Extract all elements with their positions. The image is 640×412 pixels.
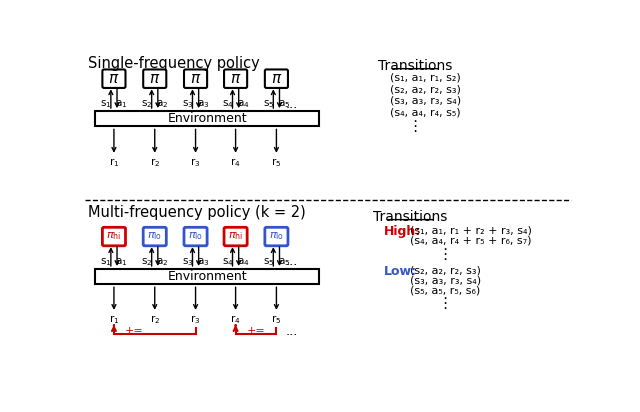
Text: s$_5$: s$_5$	[263, 256, 275, 268]
Text: s$_5$: s$_5$	[263, 98, 275, 110]
FancyBboxPatch shape	[224, 227, 247, 246]
Text: Environment: Environment	[167, 112, 247, 125]
FancyBboxPatch shape	[265, 70, 288, 88]
Bar	[95, 269, 319, 284]
Text: r$_4$: r$_4$	[230, 156, 241, 169]
Text: (s₁, a₁, r₁, s₂): (s₁, a₁, r₁, s₂)	[390, 73, 460, 82]
Text: a$_5$: a$_5$	[278, 256, 291, 268]
Text: Environment: Environment	[167, 270, 247, 283]
Text: Transitions: Transitions	[378, 59, 452, 73]
Text: Transitions: Transitions	[373, 210, 447, 224]
Text: a$_3$: a$_3$	[197, 98, 209, 110]
FancyBboxPatch shape	[143, 70, 166, 88]
Text: (s₅, a₅, r₅, s₆): (s₅, a₅, r₅, s₆)	[410, 285, 480, 295]
Text: a$_2$: a$_2$	[156, 256, 168, 268]
FancyBboxPatch shape	[102, 70, 125, 88]
Text: s$_2$: s$_2$	[141, 98, 153, 110]
Text: ⋮: ⋮	[408, 119, 422, 134]
Text: ...: ...	[285, 255, 298, 269]
Text: s$_4$: s$_4$	[222, 98, 234, 110]
Text: s$_3$: s$_3$	[182, 98, 194, 110]
Text: r$_2$: r$_2$	[150, 313, 160, 326]
Text: s$_3$: s$_3$	[182, 256, 194, 268]
Text: (s₄, a₄, r₄, s₅): (s₄, a₄, r₄, s₅)	[390, 107, 460, 117]
Text: r$_3$: r$_3$	[190, 313, 201, 326]
Text: r$_3$: r$_3$	[190, 156, 201, 169]
Text: r$_1$: r$_1$	[109, 156, 119, 169]
Text: $\pi$: $\pi$	[271, 71, 282, 86]
FancyBboxPatch shape	[184, 227, 207, 246]
Text: Low:: Low:	[383, 265, 417, 278]
Text: a$_4$: a$_4$	[237, 256, 250, 268]
Text: r$_5$: r$_5$	[271, 156, 282, 169]
Text: ⋮: ⋮	[437, 246, 452, 262]
Text: +=: +=	[125, 326, 144, 336]
Text: $\pi_{\mathsf{lo}}$: $\pi_{\mathsf{lo}}$	[147, 231, 163, 242]
Text: s$_4$: s$_4$	[222, 256, 234, 268]
Text: $\pi_{\mathsf{lo}}$: $\pi_{\mathsf{lo}}$	[188, 231, 203, 242]
Text: a$_1$: a$_1$	[115, 98, 128, 110]
Text: ...: ...	[285, 325, 298, 338]
Bar	[95, 111, 319, 126]
Text: r$_2$: r$_2$	[150, 156, 160, 169]
Text: ⋮: ⋮	[437, 296, 452, 311]
Text: (s₃, a₃, r₃, s₄): (s₃, a₃, r₃, s₄)	[390, 96, 461, 105]
FancyBboxPatch shape	[184, 70, 207, 88]
Text: a$_4$: a$_4$	[237, 98, 250, 110]
Text: $\pi$: $\pi$	[149, 71, 161, 86]
Text: a$_5$: a$_5$	[278, 98, 291, 110]
Text: $\pi_{\mathsf{lo}}$: $\pi_{\mathsf{lo}}$	[269, 231, 284, 242]
Text: (s₄, a₄, r₄ + r₅ + r₆, s₇): (s₄, a₄, r₄ + r₅ + r₆, s₇)	[410, 236, 531, 246]
Text: $\pi_{\mathsf{hi}}$: $\pi_{\mathsf{hi}}$	[228, 231, 243, 242]
Text: a$_1$: a$_1$	[115, 256, 128, 268]
Text: a$_3$: a$_3$	[197, 256, 209, 268]
Text: Single-frequency policy: Single-frequency policy	[88, 56, 259, 70]
Text: (s₂, a₂, r₂, s₃): (s₂, a₂, r₂, s₃)	[390, 84, 460, 94]
Text: $\pi$: $\pi$	[230, 71, 241, 86]
Text: s$_2$: s$_2$	[141, 256, 153, 268]
Text: r$_4$: r$_4$	[230, 313, 241, 326]
Text: $\pi_{\mathsf{hi}}$: $\pi_{\mathsf{hi}}$	[106, 231, 122, 242]
FancyBboxPatch shape	[102, 227, 125, 246]
Text: $\pi$: $\pi$	[108, 71, 120, 86]
Text: s$_1$: s$_1$	[100, 98, 112, 110]
Text: Multi-frequency policy (k = 2): Multi-frequency policy (k = 2)	[88, 205, 305, 220]
Text: r$_5$: r$_5$	[271, 313, 282, 326]
Text: High:: High:	[383, 225, 420, 238]
Text: ...: ...	[285, 98, 298, 110]
FancyBboxPatch shape	[224, 70, 247, 88]
FancyBboxPatch shape	[265, 227, 288, 246]
FancyBboxPatch shape	[143, 227, 166, 246]
Text: a$_2$: a$_2$	[156, 98, 168, 110]
Text: $\pi$: $\pi$	[190, 71, 201, 86]
Text: (s₁, a₁, r₁ + r₂ + r₃, s₄): (s₁, a₁, r₁ + r₂ + r₃, s₄)	[410, 225, 531, 235]
Text: (s₂, a₂, r₂, s₃): (s₂, a₂, r₂, s₃)	[410, 265, 481, 275]
Text: (s₃, a₃, r₃, s₄): (s₃, a₃, r₃, s₄)	[410, 275, 481, 285]
Text: +=: +=	[246, 326, 266, 336]
Text: r$_1$: r$_1$	[109, 313, 119, 326]
Text: s$_1$: s$_1$	[100, 256, 112, 268]
